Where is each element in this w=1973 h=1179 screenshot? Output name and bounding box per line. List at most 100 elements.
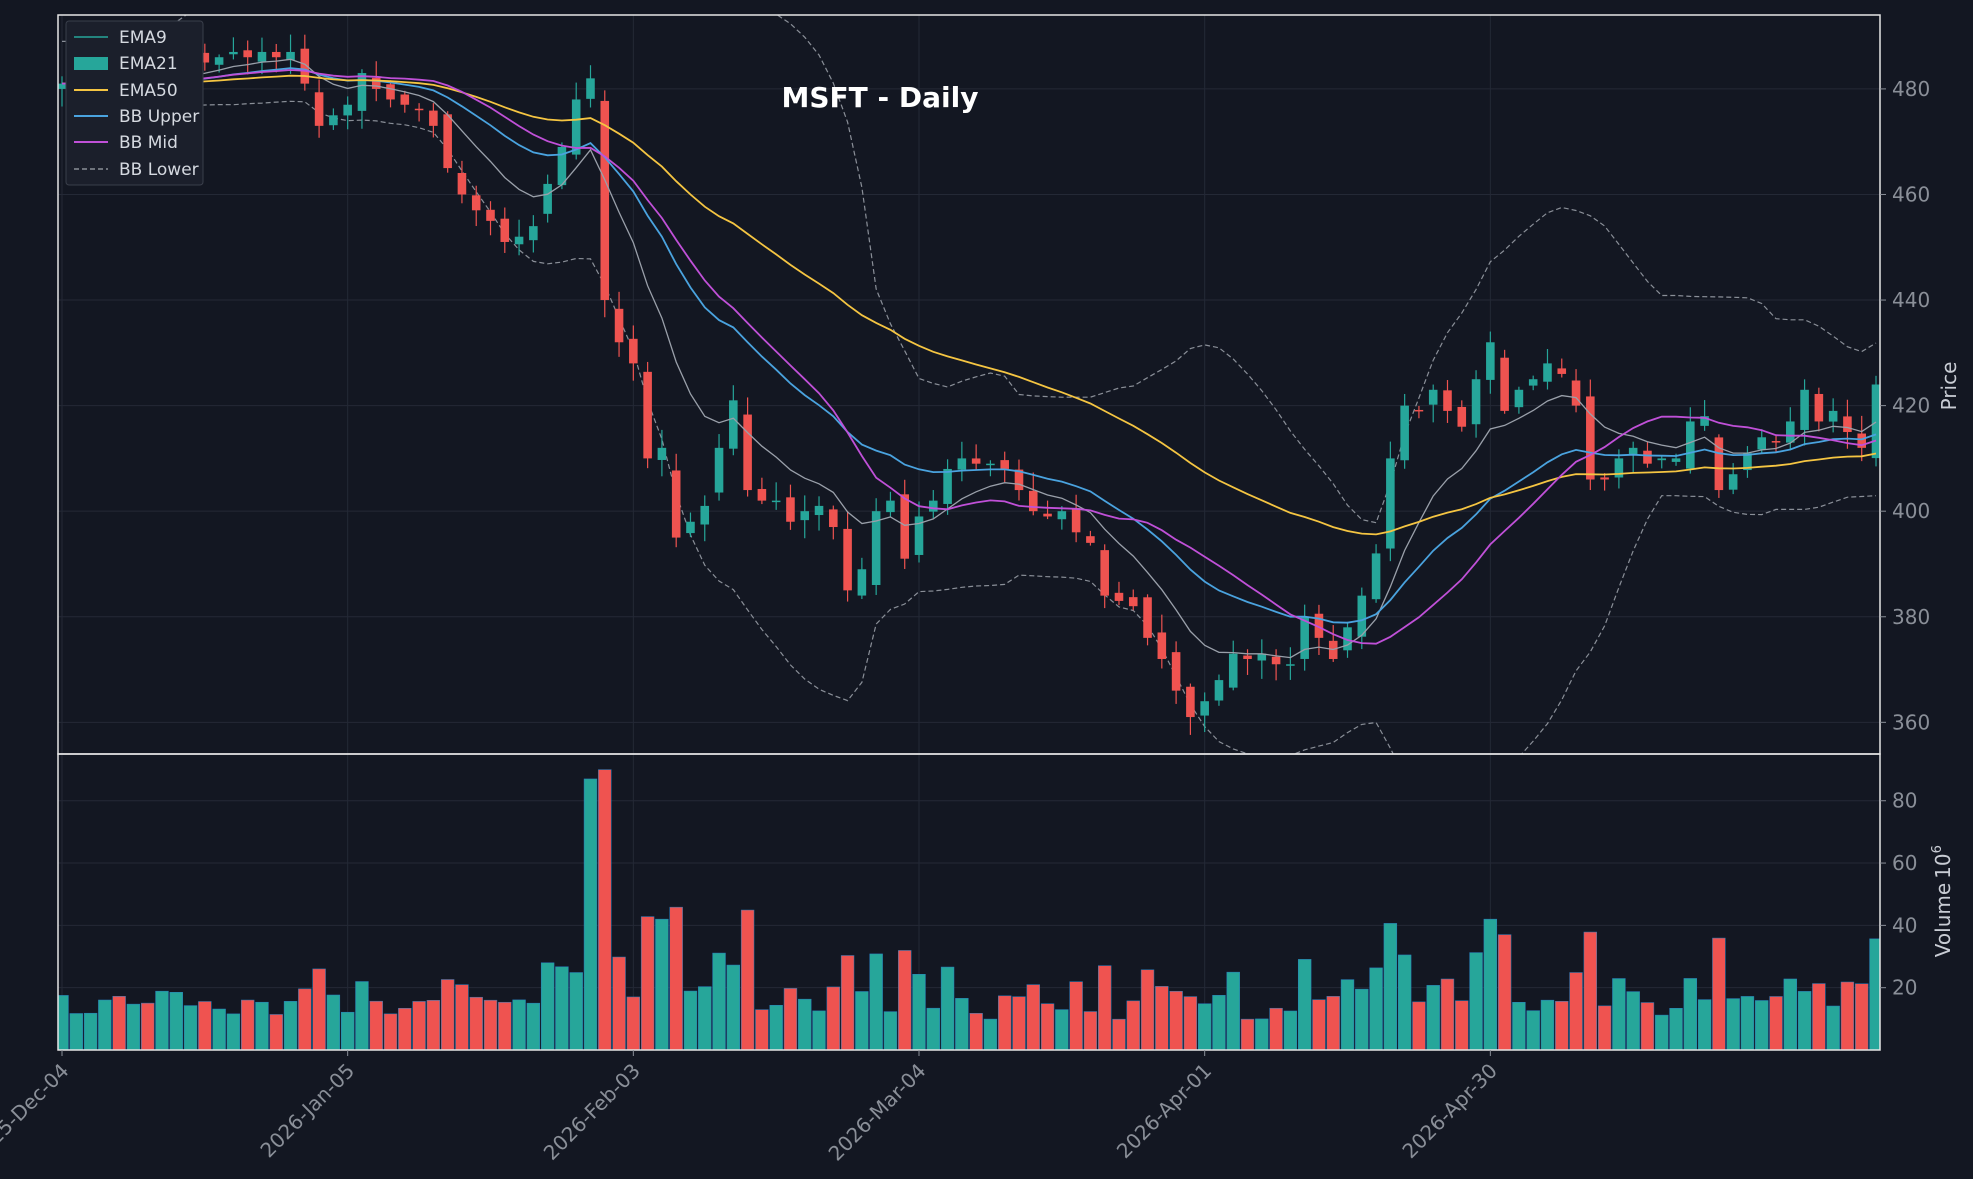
candle-body xyxy=(1686,421,1695,469)
volume-bar xyxy=(1783,978,1797,1050)
volume-bar xyxy=(1169,990,1183,1050)
candle-body xyxy=(1428,389,1438,405)
candle-body xyxy=(600,100,610,301)
candle-body xyxy=(300,48,310,84)
candle-body xyxy=(1414,409,1424,412)
volume-bar xyxy=(569,972,583,1050)
volume-bar xyxy=(1569,972,1583,1050)
candle-body xyxy=(200,52,210,63)
legend-swatch-ema21 xyxy=(74,57,108,70)
volume-bar xyxy=(1583,931,1598,1050)
candle-body xyxy=(1500,357,1509,411)
volume-bar xyxy=(1140,969,1155,1050)
candle-body xyxy=(1386,458,1395,549)
candle-body xyxy=(700,505,710,525)
candle-body xyxy=(443,114,452,169)
candle-body xyxy=(229,51,238,55)
candle-body xyxy=(1071,508,1081,533)
candle-body xyxy=(414,108,424,111)
volume-bar xyxy=(683,990,698,1050)
volume-bar xyxy=(1469,952,1483,1050)
volume-bar xyxy=(1226,971,1240,1050)
volume-bar xyxy=(326,994,341,1050)
candle-body xyxy=(314,92,324,126)
volume-bar xyxy=(1526,1010,1540,1050)
volume-bar xyxy=(1069,981,1083,1050)
volume-bar xyxy=(1755,1000,1769,1050)
candle-body xyxy=(1671,458,1681,462)
volume-bar xyxy=(1255,1018,1269,1050)
candle-body xyxy=(1057,511,1067,520)
candle-body xyxy=(1828,410,1838,422)
volume-bar xyxy=(583,778,598,1050)
price-tick-label: 400 xyxy=(1892,499,1930,523)
volume-bar xyxy=(1026,984,1040,1050)
candle-body xyxy=(1486,342,1495,380)
price-tick-label: 420 xyxy=(1892,394,1930,418)
legend-ema50: EMA50 xyxy=(119,81,178,101)
volume-bar xyxy=(598,769,612,1050)
candle-body xyxy=(1186,686,1195,718)
volume-bar xyxy=(1669,1008,1683,1050)
volume-tick-label: 20 xyxy=(1892,976,1917,1000)
candle-body xyxy=(814,505,824,516)
volume-axis-label-group: Volume 106 xyxy=(1930,845,1955,957)
candle-body xyxy=(1771,441,1781,443)
candle-body xyxy=(557,146,567,186)
legend-ema9: EMA9 xyxy=(119,28,167,48)
candle-body xyxy=(1200,701,1209,716)
candle-body xyxy=(429,110,438,126)
candle-body xyxy=(1528,379,1538,386)
candle-body xyxy=(1114,592,1124,601)
price-tick-label: 480 xyxy=(1892,77,1930,101)
candle-body xyxy=(886,500,895,513)
candle-body xyxy=(743,414,752,491)
candle-body xyxy=(1571,380,1581,406)
candle-body xyxy=(900,494,910,559)
volume-bar xyxy=(1483,918,1498,1050)
volume-bar xyxy=(969,1013,983,1050)
candle-body xyxy=(400,94,410,105)
candle-body xyxy=(686,521,695,534)
candle-body xyxy=(1743,453,1752,471)
volume-bar xyxy=(169,992,183,1050)
volume-bar xyxy=(426,1000,441,1050)
volume-bar xyxy=(712,952,726,1050)
candle-body xyxy=(571,99,581,155)
volume-bar xyxy=(98,999,112,1050)
candle-body xyxy=(671,470,681,538)
volume-bar xyxy=(1555,1001,1569,1050)
candle-body xyxy=(1457,406,1467,427)
candle-body xyxy=(1043,513,1052,517)
volume-bar xyxy=(355,981,369,1050)
candle-body xyxy=(1614,458,1624,478)
volume-bar xyxy=(455,984,469,1050)
candle-body xyxy=(1257,653,1267,661)
candle-body xyxy=(343,104,352,116)
candle-body xyxy=(271,51,281,58)
volume-bar xyxy=(1155,986,1169,1050)
bb-mid-line xyxy=(62,69,1877,645)
volume-bar xyxy=(383,1013,398,1050)
candle-body xyxy=(1800,389,1809,430)
candle-body xyxy=(1271,656,1281,665)
volume-bar xyxy=(1012,996,1026,1050)
candle-body xyxy=(1557,368,1567,374)
candle-body xyxy=(500,218,510,242)
candle-body xyxy=(257,51,267,62)
candle-body xyxy=(1714,437,1724,491)
volume-tick-label: 80 xyxy=(1892,789,1917,813)
volume-bar xyxy=(1683,978,1697,1050)
volume-bar xyxy=(1769,996,1783,1050)
candle-body xyxy=(729,400,738,449)
volume-bar xyxy=(1597,1005,1612,1050)
candle-body xyxy=(1600,477,1609,480)
ema50-line xyxy=(62,74,1877,536)
legend-bb-lower: BB Lower xyxy=(119,160,199,180)
candle-body xyxy=(1286,664,1295,666)
candle-body xyxy=(586,78,595,99)
volume-bar xyxy=(840,955,855,1050)
candle-body xyxy=(871,511,881,586)
volume-bar xyxy=(1455,1000,1469,1050)
volume-bar xyxy=(798,998,812,1050)
